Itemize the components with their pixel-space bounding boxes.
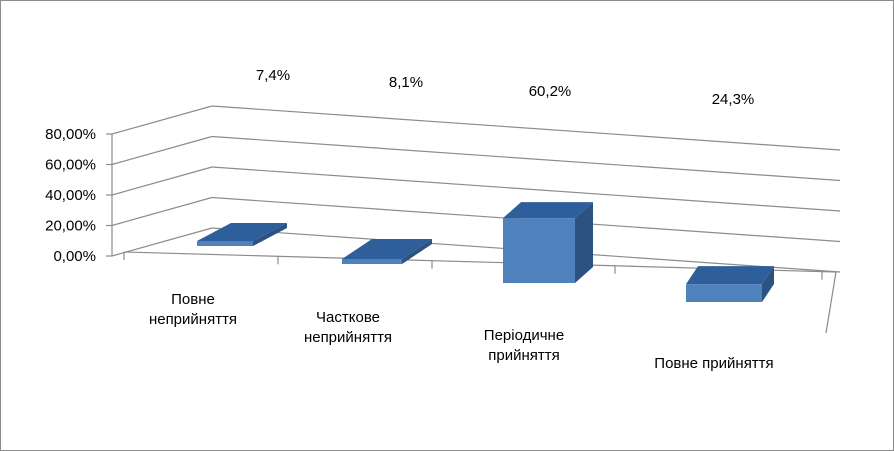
bar-side xyxy=(253,223,287,246)
x-tick-label: Періодичне xyxy=(484,327,564,344)
floor-right-edge xyxy=(825,271,837,334)
gridline-side xyxy=(111,227,213,257)
bar-side xyxy=(762,266,774,302)
y-tick-label: 80,00% xyxy=(45,126,96,143)
x-tick-label: Повне xyxy=(171,291,215,308)
bar-top xyxy=(197,223,287,241)
x-tick-label: неприйняття xyxy=(149,311,237,328)
bar-top xyxy=(503,202,593,219)
gridline-side xyxy=(111,166,213,196)
bar-side xyxy=(575,202,593,283)
data-label: 8,1% xyxy=(389,74,423,91)
y-tick-label: 40,00% xyxy=(45,187,96,204)
bar xyxy=(686,284,762,302)
bar xyxy=(197,241,253,246)
bar xyxy=(503,218,575,283)
data-label: 60,2% xyxy=(529,83,572,100)
data-label: 7,4% xyxy=(256,67,290,84)
gridline xyxy=(211,135,841,182)
x-tick-label: неприйняття xyxy=(304,329,392,346)
bar-top xyxy=(686,266,774,285)
x-tick-label: Часткове xyxy=(316,309,380,326)
y-tick-label: 20,00% xyxy=(45,218,96,235)
gridline-side xyxy=(111,135,213,166)
bar xyxy=(342,259,402,264)
gridline xyxy=(211,166,841,212)
y-tick-label: 0,00% xyxy=(53,248,96,265)
x-tick-label: Повне прийняття xyxy=(654,355,773,372)
y-tick-label: 60,00% xyxy=(45,157,96,174)
data-label: 24,3% xyxy=(712,91,755,108)
bar-side xyxy=(402,239,432,264)
gridline xyxy=(211,105,841,151)
gridline-side xyxy=(111,105,213,135)
x-tick-label: прийняття xyxy=(488,347,560,364)
gridline-side xyxy=(111,196,213,227)
